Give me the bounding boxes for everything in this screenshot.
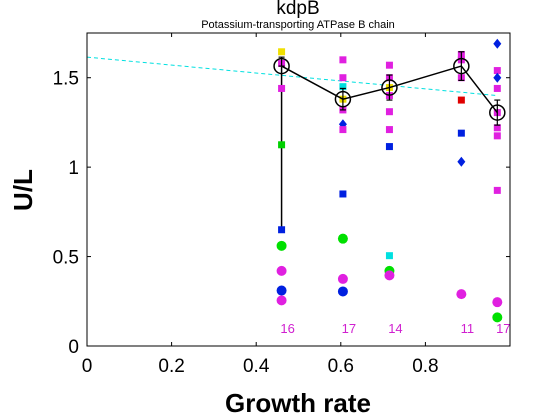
data-point-square	[385, 143, 393, 151]
data-point-square	[493, 67, 501, 75]
y-axis-label: U/L	[8, 169, 38, 211]
trend-line	[86, 56, 498, 97]
data-point-square	[385, 252, 393, 260]
data-point-square	[339, 83, 347, 91]
x-tick-label: 0.4	[243, 356, 270, 377]
data-point-circle	[276, 285, 287, 296]
plot-frame	[86, 32, 511, 347]
data-point-diamond	[493, 72, 502, 83]
count-label: 14	[388, 321, 402, 336]
count-label: 16	[280, 321, 294, 336]
x-axis-label: Growth rate	[225, 388, 371, 418]
data-point-diamond	[338, 119, 347, 130]
count-label: 11	[461, 321, 475, 336]
count-label: 17	[342, 321, 356, 336]
data-point-square	[493, 186, 501, 194]
data-point-square	[278, 141, 286, 149]
data-point-circle	[337, 286, 348, 297]
chart-title: kdpB	[276, 0, 319, 19]
data-point-circle	[492, 312, 503, 323]
mean-point	[381, 79, 398, 96]
data-point-circle	[276, 295, 287, 306]
data-point-circle	[492, 297, 503, 308]
data-point-square	[278, 226, 286, 234]
data-point-square	[339, 56, 347, 64]
count-label: 17	[496, 321, 510, 336]
x-tick-label: 0.8	[412, 356, 438, 377]
data-point-square	[385, 108, 393, 116]
x-tick-label: 0.6	[328, 356, 354, 377]
data-point-square	[339, 190, 347, 198]
x-tick-label: 0	[82, 356, 93, 377]
data-point-diamond	[493, 38, 502, 49]
data-point-circle	[276, 265, 287, 276]
data-point-square	[457, 129, 465, 137]
data-point-square	[493, 84, 501, 92]
data-point-square	[457, 96, 465, 104]
data-point-square	[339, 74, 347, 82]
data-point-diamond	[457, 156, 466, 167]
mean-point	[489, 104, 506, 121]
data-point-circle	[384, 270, 395, 281]
data-point-square	[493, 124, 501, 132]
y-tick-label: 0.5	[53, 248, 79, 269]
data-point-square	[278, 48, 286, 56]
y-tick-label: 1.5	[53, 69, 79, 90]
data-point-circle	[276, 240, 287, 251]
y-tick-label: 0	[68, 337, 79, 358]
data-point-circle	[337, 273, 348, 284]
mean-point	[334, 90, 352, 108]
mean-point	[453, 57, 470, 75]
ticks-layer: 0 0.2 0.4 0.6 0.8 0 0.5 1 1.5	[53, 33, 510, 377]
data-point-square	[278, 84, 286, 92]
x-tick-label: 0.2	[158, 356, 184, 377]
data-point-square	[385, 126, 393, 134]
mean-point	[273, 57, 290, 75]
marks-layer: 16 17 14 11 17	[86, 38, 511, 336]
chart-subtitle: Potassium-transporting ATPase B chain	[201, 19, 395, 31]
data-point-square	[493, 132, 501, 140]
y-tick-label: 1	[68, 158, 79, 179]
data-point-square	[339, 126, 347, 134]
data-point-circle	[456, 289, 467, 300]
data-point-circle	[337, 233, 348, 244]
data-point-square	[385, 61, 393, 69]
